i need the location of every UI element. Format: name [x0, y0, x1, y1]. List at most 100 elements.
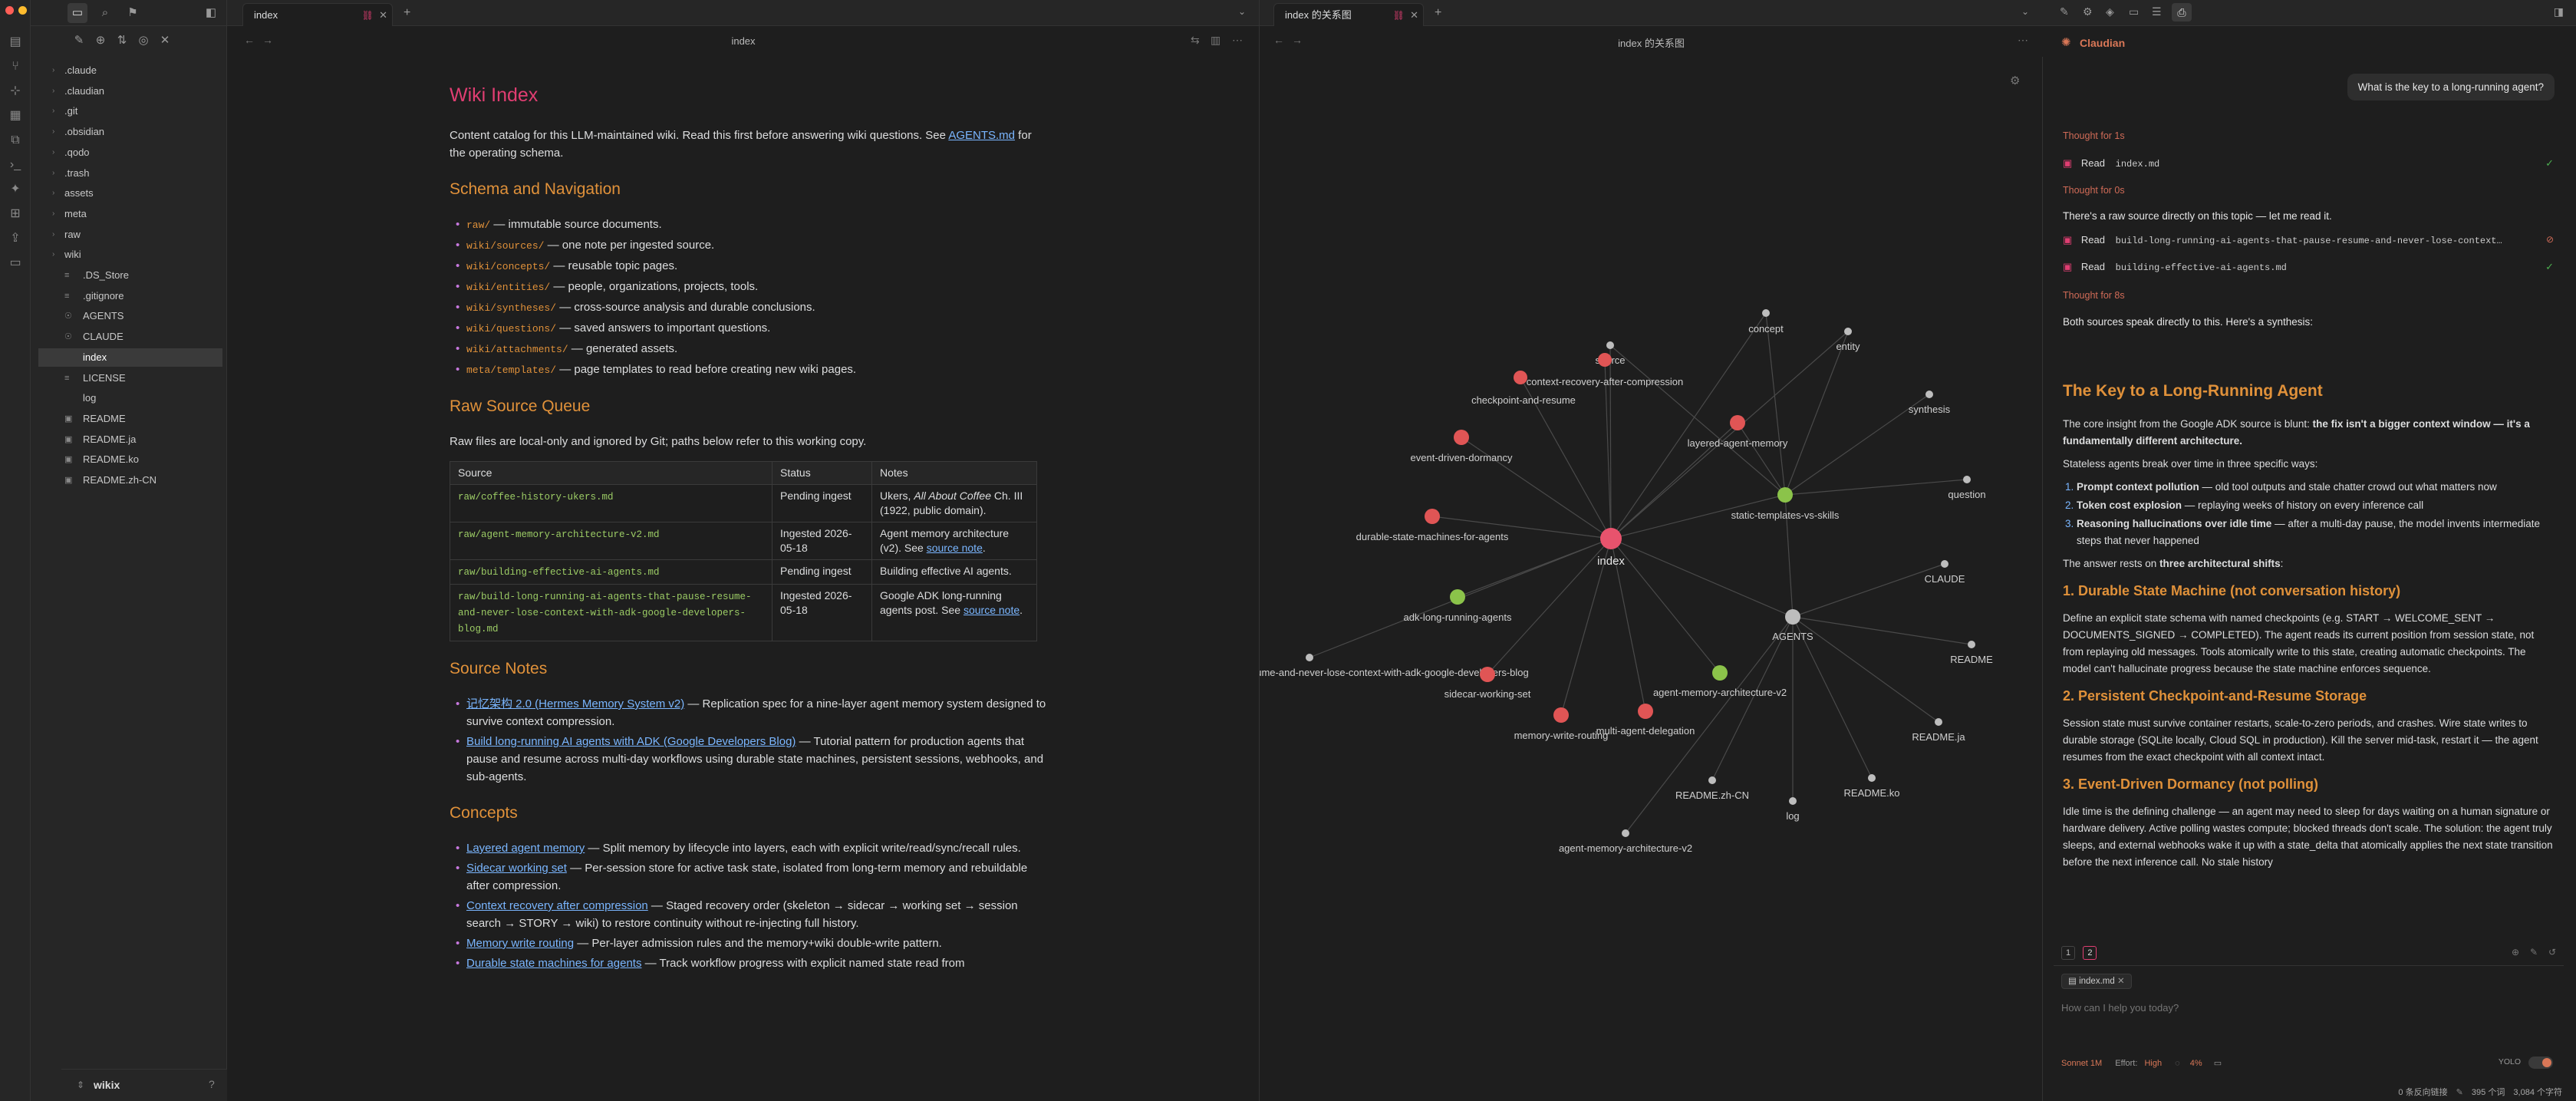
new-tab-icon[interactable]: + [404, 6, 411, 19]
new-tab-icon[interactable]: + [1435, 6, 1442, 19]
yolo-toggle[interactable] [2528, 1056, 2553, 1069]
graph-node-agent-memory-architecture-v2-raw[interactable] [1622, 829, 1629, 837]
graph-node-event-driven-dormancy[interactable] [1454, 430, 1469, 445]
wiki-link[interactable]: Sidecar working set [466, 862, 567, 875]
close-tab-icon[interactable]: ✕ [1410, 9, 1418, 21]
tree-item-agents[interactable]: ☉ AGENTS [38, 307, 222, 325]
graph-node-static-templates-vs-skills[interactable] [1777, 487, 1793, 503]
more-options-icon[interactable]: ⋯ [1232, 34, 1243, 46]
bot-icon[interactable]: ✦ [10, 183, 21, 196]
source-note-link[interactable]: source note [926, 542, 983, 554]
tree-item--gitignore[interactable]: ≡ .gitignore [38, 287, 222, 305]
git-icon[interactable]: ⑂ [12, 60, 19, 73]
graph-node-readme.zh-cn[interactable] [1708, 776, 1716, 784]
sort-icon[interactable]: ⇅ [117, 34, 127, 47]
close-window-button[interactable] [5, 6, 14, 15]
context-chip[interactable]: ▤ index.md ✕ [2061, 974, 2132, 989]
forward-arrow-icon[interactable]: → [1292, 34, 1303, 46]
reading-view-icon[interactable]: ▥ [1211, 34, 1221, 46]
wiki-link[interactable]: Durable state machines for agents [466, 957, 642, 970]
plugin-icon[interactable]: ⚙ [2083, 5, 2093, 18]
tree-item-readme[interactable]: ▣ README [38, 410, 222, 428]
tree-item--claude[interactable]: › .claude [38, 61, 222, 80]
calendar-icon[interactable]: ▦ [9, 109, 21, 122]
tree-item-license[interactable]: ≡ LICENSE [38, 369, 222, 387]
tree-item-meta[interactable]: › meta [38, 205, 222, 223]
tree-item--git[interactable]: › .git [38, 102, 222, 120]
tree-item-claude[interactable]: ☉ CLAUDE [38, 328, 222, 346]
graph-settings-gear-icon[interactable]: ⚙ [2010, 74, 2021, 87]
graph-node-claude[interactable] [1941, 560, 1948, 568]
graph-node-readme.ko[interactable] [1868, 774, 1876, 782]
copy-icon[interactable]: ⧉ [11, 134, 20, 147]
tree-item-readme-ko[interactable]: ▣ README.ko [38, 450, 222, 469]
wiki-link[interactable]: Layered agent memory [466, 842, 585, 855]
tag-icon[interactable]: ◈ [2106, 5, 2114, 18]
graph-node-entity[interactable] [1844, 328, 1852, 335]
graph-node-readme[interactable] [1968, 641, 1975, 648]
help-icon[interactable]: ? [209, 1078, 215, 1090]
files-icon[interactable]: ▤ [9, 35, 21, 48]
agents-md-link[interactable]: AGENTS.md [948, 129, 1016, 142]
auto-reveal-icon[interactable]: ◎ [138, 34, 149, 47]
backlinks-count[interactable]: 0 条反向链接 [2398, 1088, 2448, 1097]
graph-node-agent-memory-architecture-v2[interactable] [1712, 665, 1728, 681]
tab-index[interactable]: index ⛓ ✕ [242, 3, 393, 26]
tree-item--qodo[interactable]: › .qodo [38, 143, 222, 162]
history-icon[interactable]: ↺ [2548, 947, 2556, 958]
terminal-icon[interactable]: ›_ [9, 158, 21, 171]
tree-item-assets[interactable]: › assets [38, 184, 222, 203]
chevron-down-icon[interactable]: ⌄ [2021, 6, 2029, 17]
graph-node-question[interactable] [1963, 476, 1971, 483]
minimize-window-button[interactable] [18, 6, 27, 15]
chat-icon[interactable]: ⎙ [2172, 3, 2192, 21]
graph-node-source[interactable] [1606, 341, 1614, 349]
back-arrow-icon[interactable]: ← [244, 34, 255, 46]
tree-item-wiki[interactable]: › wiki [38, 246, 222, 264]
graph-node-durable-state-machines-for-agents[interactable] [1425, 509, 1440, 524]
folder-icon[interactable]: ▭ [2213, 1059, 2222, 1068]
publish-icon[interactable]: ⇪ [10, 232, 21, 245]
vault-switcher[interactable]: ⇕ wikix ? ⚙ [61, 1069, 258, 1101]
graph-node-context-recovery-after-compression[interactable] [1598, 353, 1612, 367]
graph-node-multi-agent-delegation[interactable] [1638, 704, 1653, 719]
graph-node-concept[interactable] [1762, 309, 1770, 317]
sync-icon[interactable]: ⇆ [1191, 34, 1200, 46]
thought-2[interactable]: Thought for 0s [2063, 185, 2125, 196]
tree-item--ds-store[interactable]: ≡ .DS_Store [38, 266, 222, 285]
page-1-button[interactable]: 1 [2061, 946, 2075, 960]
graph-node-layered-agent-memory[interactable] [1730, 415, 1745, 430]
wiki-link[interactable]: Context recovery after compression [466, 899, 648, 912]
list-icon[interactable]: ☰ [2152, 5, 2162, 18]
wiki-link[interactable]: Build long-running AI agents with ADK (G… [466, 735, 796, 748]
tree-item-raw[interactable]: › raw [38, 226, 222, 244]
tab-graph[interactable]: index 的关系图 ⛓ ✕ [1273, 3, 1424, 26]
tree-item-readme-ja[interactable]: ▣ README.ja [38, 430, 222, 449]
forward-arrow-icon[interactable]: → [262, 34, 273, 46]
tool-read-1[interactable]: ▣ Read index.md ✓ [2063, 157, 2554, 170]
page-2-button[interactable]: 2 [2083, 946, 2097, 960]
edit-icon[interactable]: ✎ [2529, 947, 2538, 958]
back-arrow-icon[interactable]: ← [1273, 34, 1284, 46]
toggle-sidebar-icon[interactable]: ◧ [205, 6, 217, 19]
chat-input[interactable] [2061, 998, 2552, 1017]
graph-node-sidecar-working-set[interactable] [1480, 667, 1495, 682]
remove-chip-icon[interactable]: ✕ [2116, 977, 2125, 986]
toggle-right-sidebar-icon[interactable]: ◨ [2553, 5, 2564, 18]
graph-node-blog[interactable] [1306, 654, 1313, 661]
tree-item-readme-zh-cn[interactable]: ▣ README.zh-CN [38, 471, 222, 490]
bookmark-icon[interactable]: ⚑ [127, 6, 138, 19]
thought-3[interactable]: Thought for 8s [2063, 290, 2125, 301]
effort-selector[interactable]: High [2144, 1059, 2163, 1068]
model-selector[interactable]: Sonnet 1M [2061, 1059, 2103, 1068]
graph-node-readme.ja[interactable] [1935, 718, 1942, 726]
tree-item--trash[interactable]: › .trash [38, 164, 222, 183]
archive-icon[interactable]: ▭ [2129, 5, 2140, 18]
tree-item--obsidian[interactable]: › .obsidian [38, 123, 222, 141]
tool-read-2[interactable]: ▣ Read build-long-running-ai-agents-that… [2063, 234, 2554, 246]
graph-node-synthesis[interactable] [1925, 391, 1933, 398]
graph-node-checkpoint-and-resume[interactable] [1514, 371, 1527, 384]
tool-read-3[interactable]: ▣ Read building-effective-ai-agents.md ✓ [2063, 261, 2554, 273]
tree-item-index[interactable]: index [38, 348, 222, 367]
graph-node-memory-write-routing[interactable] [1553, 707, 1569, 723]
